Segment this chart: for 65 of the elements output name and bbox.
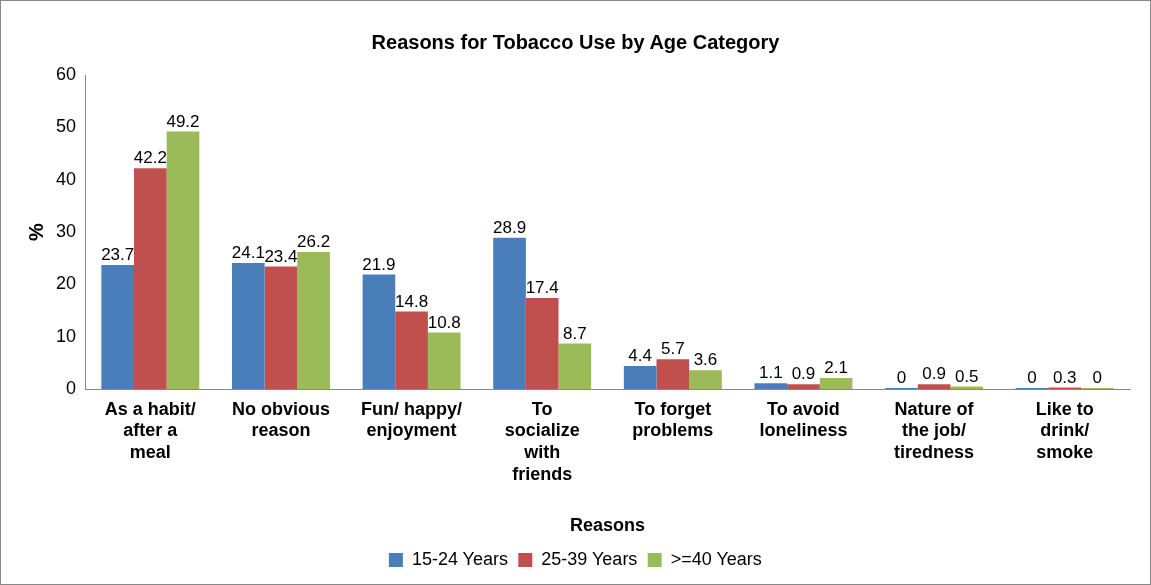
bar — [656, 359, 690, 389]
y-axis-title: % — [24, 222, 47, 241]
bar — [101, 264, 135, 389]
data-label: 5.7 — [661, 339, 685, 359]
data-label: 0 — [1092, 368, 1103, 388]
data-label: 14.8 — [395, 291, 429, 311]
data-label: 3.6 — [693, 350, 718, 370]
data-label: 0 — [896, 368, 907, 388]
bar — [395, 311, 428, 389]
bar — [493, 237, 526, 389]
data-label: 0.3 — [1052, 367, 1077, 387]
bar — [787, 384, 820, 389]
data-label: 24.1 — [231, 243, 265, 263]
y-tick-label: 10 — [55, 325, 77, 346]
data-label: 23.7 — [101, 245, 135, 265]
data-label: 10.8 — [427, 312, 461, 332]
data-label: 49.2 — [166, 111, 200, 131]
chart-title: Reasons for Tobacco Use by Age Category — [371, 30, 781, 53]
x-tick-label: Fun/ happy/ enjoyment — [361, 398, 463, 441]
bar — [623, 365, 657, 389]
bar — [558, 343, 592, 389]
y-tick-label: 30 — [55, 220, 77, 241]
bar — [166, 131, 200, 389]
bar — [427, 332, 461, 389]
bar — [819, 378, 853, 389]
data-label: 0.9 — [922, 364, 946, 384]
data-label: 42.2 — [133, 148, 167, 168]
bar — [754, 383, 788, 389]
x-tick-label: To socialize with friends — [504, 398, 580, 484]
y-tick-label: 0 — [66, 377, 77, 398]
data-label: 0 — [1027, 368, 1037, 388]
data-label: 23.4 — [264, 246, 298, 266]
bar — [950, 386, 984, 389]
bar — [917, 384, 951, 389]
x-tick-label: No obvious reason — [231, 398, 330, 441]
x-axis-title: Reasons — [569, 515, 646, 536]
bar — [525, 297, 559, 389]
y-tick-label: 60 — [55, 63, 77, 84]
legend-label: 15-24 Years — [411, 548, 508, 569]
data-label: 26.2 — [297, 232, 331, 252]
x-tick-label: Nature of the job/ tiredness — [894, 398, 975, 462]
data-label: 21.9 — [362, 254, 396, 274]
bar — [231, 262, 265, 389]
data-label: 0.5 — [954, 366, 979, 386]
legend-label: 25-39 Years — [541, 548, 638, 569]
x-tick-label: To forget problems — [632, 398, 714, 441]
y-tick-label: 40 — [55, 168, 77, 189]
data-label: 0.9 — [791, 364, 816, 384]
data-label: 8.7 — [563, 323, 587, 343]
data-label: 2.1 — [824, 358, 848, 378]
data-label: 4.4 — [628, 346, 652, 366]
data-label: 17.4 — [525, 278, 559, 298]
y-tick-label: 20 — [55, 273, 77, 294]
bar — [689, 370, 722, 389]
x-tick-label: To avoid loneliness — [759, 398, 848, 441]
legend-label: >=40 Years — [670, 548, 762, 569]
bar — [264, 266, 298, 389]
data-label: 1.1 — [758, 363, 783, 383]
y-tick-label: 50 — [55, 116, 77, 137]
bar — [297, 251, 330, 389]
bar — [134, 168, 167, 389]
bar — [362, 274, 396, 389]
x-tick-label: Like to drink/ smoke — [1035, 398, 1094, 462]
x-tick-label: As a habit/ after a meal — [104, 398, 196, 462]
data-label: 28.9 — [493, 217, 527, 237]
